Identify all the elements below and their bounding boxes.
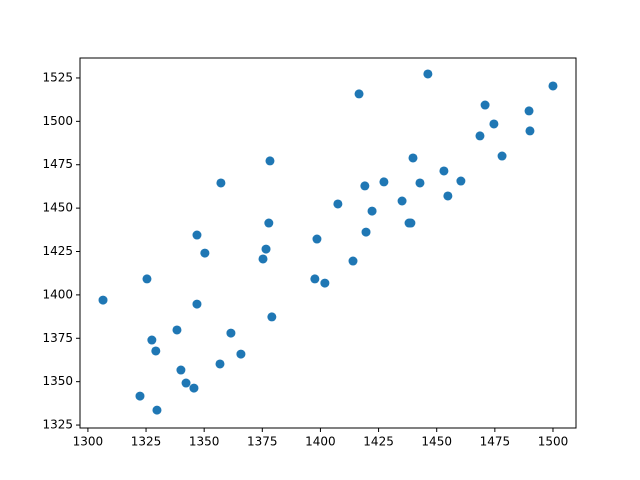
- y-tick-label: 1325: [42, 418, 73, 432]
- point: [215, 359, 225, 369]
- y-tick-label: 1500: [42, 114, 73, 128]
- point: [456, 176, 466, 186]
- point: [361, 227, 371, 237]
- point: [265, 156, 275, 166]
- point: [192, 230, 202, 240]
- point: [172, 325, 182, 335]
- point: [480, 100, 490, 110]
- x-tick-label: 1425: [363, 435, 394, 449]
- point: [258, 254, 268, 264]
- y-tick-label: 1350: [42, 374, 73, 388]
- point: [192, 299, 202, 309]
- point: [176, 365, 186, 375]
- y-tick-label: 1475: [42, 157, 73, 171]
- y-tick-label: 1425: [42, 244, 73, 258]
- point: [489, 119, 499, 129]
- axes-frame: [79, 57, 577, 429]
- point: [181, 378, 191, 388]
- point: [147, 335, 157, 345]
- y-tick-label: 1375: [42, 331, 73, 345]
- point: [406, 218, 416, 228]
- y-tick-label: 1525: [42, 70, 73, 84]
- x-tick-label: 1300: [73, 435, 104, 449]
- point: [408, 153, 418, 163]
- point: [152, 405, 162, 415]
- point: [497, 151, 507, 161]
- point: [151, 346, 161, 356]
- point: [312, 234, 322, 244]
- point: [367, 206, 377, 216]
- point: [439, 166, 449, 176]
- point: [524, 106, 534, 116]
- point: [397, 196, 407, 206]
- x-tick-label: 1375: [247, 435, 278, 449]
- x-tick-label: 1325: [131, 435, 162, 449]
- point: [415, 178, 425, 188]
- point: [475, 131, 485, 141]
- point: [379, 177, 389, 187]
- point: [264, 218, 274, 228]
- point: [333, 199, 343, 209]
- point: [354, 89, 364, 99]
- point: [360, 181, 370, 191]
- x-tick-label: 1450: [421, 435, 452, 449]
- x-tick-label: 1350: [189, 435, 220, 449]
- point: [548, 81, 558, 91]
- point: [200, 248, 210, 258]
- x-tick-label: 1475: [480, 435, 511, 449]
- point: [525, 126, 535, 136]
- point: [236, 349, 246, 359]
- y-tick-label: 1400: [42, 287, 73, 301]
- point: [267, 312, 277, 322]
- point: [135, 391, 145, 401]
- point: [216, 178, 226, 188]
- point: [423, 69, 433, 79]
- y-tick-label: 1450: [42, 201, 73, 215]
- point: [443, 191, 453, 201]
- point: [320, 278, 330, 288]
- point: [261, 244, 271, 254]
- point: [310, 274, 320, 284]
- point: [142, 274, 152, 284]
- x-tick-label: 1400: [305, 435, 336, 449]
- point: [98, 295, 108, 305]
- x-tick-label: 1500: [538, 435, 569, 449]
- point: [226, 328, 236, 338]
- point: [189, 383, 199, 393]
- point: [348, 256, 358, 266]
